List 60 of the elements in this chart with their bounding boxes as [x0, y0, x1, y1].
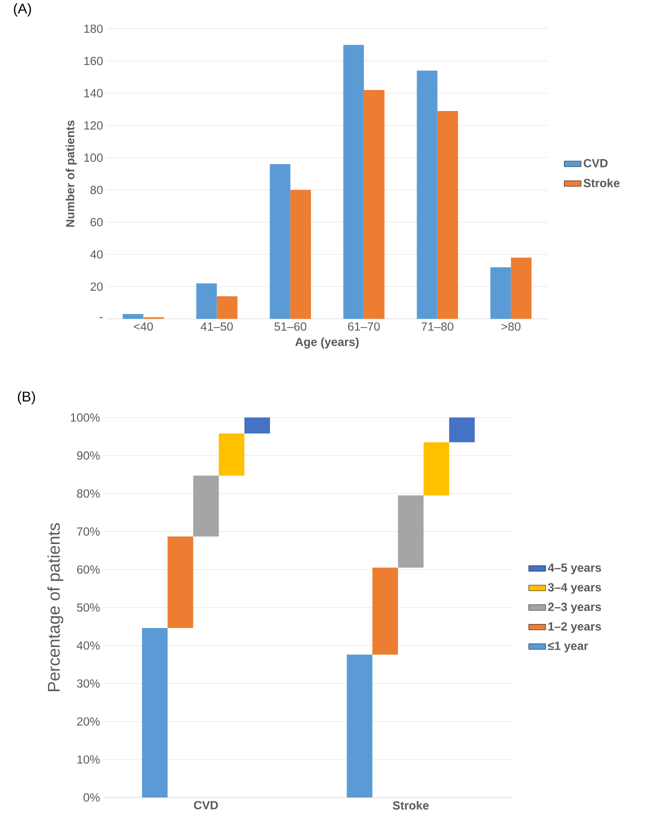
x-tick-label: >80 — [501, 322, 520, 331]
y-tick-label: 50% — [76, 603, 100, 612]
bar — [122, 314, 144, 319]
y-tick-label: 70% — [76, 527, 100, 536]
bar — [490, 267, 511, 319]
bar — [142, 628, 168, 798]
y-tick-label: 120 — [84, 121, 102, 130]
y-tick-label: 20% — [76, 717, 100, 726]
y-tick-label: 100% — [70, 413, 100, 422]
x-tick-label: <40 — [134, 322, 153, 331]
x-tick-label: 71–80 — [421, 322, 454, 331]
bar — [398, 495, 424, 568]
y-tick-label: 180 — [84, 24, 102, 33]
legend-label: 1–2 years — [548, 622, 601, 633]
bar — [346, 654, 372, 798]
bar — [193, 476, 219, 536]
y-tick-label: 10% — [77, 755, 100, 764]
y-tick-label: 30% — [76, 679, 100, 688]
x-tick-label: 41–50 — [200, 322, 233, 331]
bar — [216, 296, 238, 319]
y-tick-label: 100 — [84, 154, 102, 162]
legend-label: CVD — [584, 159, 608, 168]
y-tick-label: 80% — [76, 489, 100, 498]
chart-title: (A) — [14, 3, 31, 16]
bar — [437, 110, 458, 319]
y-tick-label: 90% — [76, 451, 100, 460]
y-tick-label: 160 — [84, 56, 102, 66]
y-tick-label: 60 — [90, 218, 102, 226]
y-axis-title: Number of patients — [66, 120, 76, 227]
y-tick-label: 80 — [90, 186, 102, 194]
bar — [448, 418, 475, 442]
x-tick-label: 51–60 — [274, 322, 306, 331]
y-tick-label: 20 — [90, 282, 102, 291]
bar — [290, 190, 311, 319]
legend-label: 4–5 years — [548, 564, 601, 574]
bar — [416, 70, 438, 319]
bar — [364, 90, 384, 319]
y-tick-label: 140 — [84, 89, 102, 98]
bar — [423, 442, 449, 496]
bar — [167, 536, 194, 628]
bar — [372, 568, 398, 655]
legend-label: ≤1 year — [548, 642, 588, 652]
chart-title: (B) — [18, 391, 35, 404]
bar — [196, 283, 217, 319]
x-axis-title: Age (years) — [295, 337, 358, 348]
bar — [343, 44, 364, 319]
bar — [244, 418, 270, 434]
y-tick-label: 40 — [90, 250, 102, 259]
y-tick-label: 0% — [83, 793, 100, 802]
bar — [510, 258, 532, 319]
y-axis-title: Percentage of patients — [47, 523, 64, 692]
bar — [270, 164, 290, 319]
y-tick-label: 40% — [76, 641, 100, 650]
x-tick-label: 61–70 — [348, 322, 380, 331]
legend-label: 3–4 years — [548, 583, 601, 594]
legend-label: 2–3 years — [548, 602, 601, 614]
legend-label: Stroke — [583, 178, 620, 188]
bar — [218, 434, 244, 476]
y-tick-label: 60% — [76, 565, 100, 574]
y-tick-label: - — [100, 317, 102, 318]
